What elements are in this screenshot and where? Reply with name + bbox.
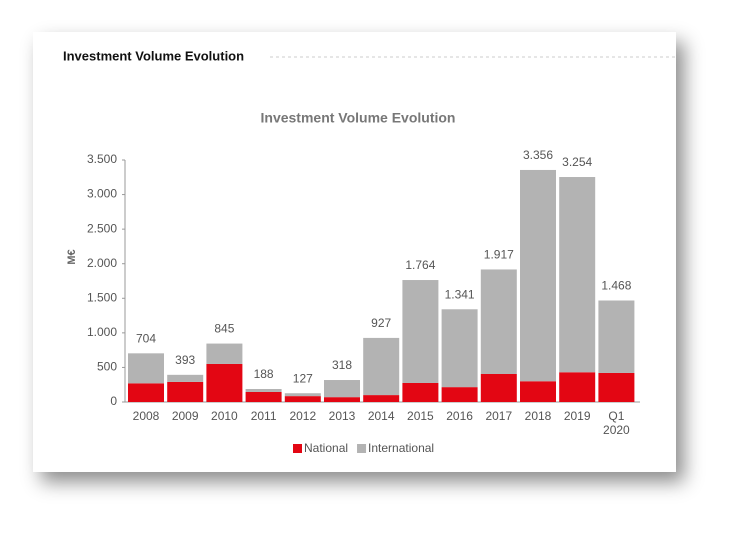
x-tick-label: 2017	[485, 409, 513, 423]
bar-segment	[402, 280, 439, 383]
bar-segment	[559, 177, 596, 373]
bar-segment	[598, 372, 635, 402]
total-label: 127	[293, 371, 313, 385]
bar-segment	[441, 309, 478, 388]
total-label: 318	[332, 358, 352, 372]
bar-segment	[167, 381, 204, 402]
x-tick-label: 2010	[211, 409, 238, 423]
bar-segment	[402, 382, 439, 402]
total-label: 188	[254, 367, 274, 381]
legend-label: National	[304, 441, 348, 455]
bar-segment	[284, 393, 321, 397]
total-label: 1.468	[601, 279, 631, 293]
bar-segment	[324, 380, 360, 398]
x-tick-label: Q1 2020	[603, 409, 630, 437]
x-tick-label: 2015	[407, 409, 434, 423]
bar-segment	[480, 269, 517, 374]
bar-segment	[167, 374, 204, 382]
y-tick-label: 500	[97, 360, 117, 374]
x-tick-label: 2014	[367, 409, 395, 423]
total-label: 927	[371, 316, 391, 330]
y-tick-label: 1.000	[87, 325, 117, 339]
header-title: Investment Volume Evolution	[63, 48, 244, 63]
bar-segment	[245, 391, 282, 402]
x-tick-label: 2009	[171, 409, 199, 423]
bar-segment	[245, 389, 282, 392]
x-tick-label: 2013	[328, 409, 356, 423]
chart-title: Investment Volume Evolution	[261, 110, 456, 126]
x-tick-label: 2012	[289, 409, 317, 423]
x-tick-label: 2018	[524, 409, 552, 423]
total-label: 3.356	[523, 148, 553, 162]
bar-segment	[598, 300, 635, 373]
bar-segment	[520, 169, 556, 382]
y-tick-label: 0	[110, 394, 117, 408]
y-tick-label: 3.500	[87, 152, 117, 166]
bar-segment	[520, 381, 556, 402]
total-label: 1.917	[484, 248, 514, 262]
y-tick-label: 3.000	[87, 187, 117, 201]
total-label: 704	[136, 331, 156, 345]
total-label: 393	[175, 353, 195, 367]
bar-segment	[559, 372, 596, 402]
bar-segment	[206, 363, 243, 402]
y-axis-label: M€	[66, 249, 78, 264]
x-tick-label: 2008	[132, 409, 160, 423]
bar-segment	[441, 387, 478, 402]
bar-segment	[206, 343, 243, 364]
x-tick-label: 2011	[250, 409, 277, 423]
y-tick-label: 2.000	[87, 256, 117, 270]
total-label: 3.254	[562, 155, 592, 169]
total-label: 1.341	[445, 287, 475, 301]
legend-swatch	[357, 444, 367, 453]
legend-swatch	[293, 444, 302, 453]
bar-segment	[480, 373, 517, 402]
x-tick-label: 2016	[446, 409, 473, 423]
bar-segment	[363, 337, 400, 396]
bar-segment	[363, 395, 400, 402]
bar-segment	[128, 353, 164, 384]
x-tick-label: 2019	[563, 409, 591, 423]
total-label: 1.764	[405, 258, 435, 272]
y-tick-label: 2.500	[87, 221, 117, 235]
bar-segment	[284, 396, 321, 402]
bar-segment	[324, 397, 360, 402]
bar-segment	[128, 383, 164, 402]
total-label: 845	[214, 322, 234, 336]
y-tick-label: 1.500	[87, 290, 117, 304]
legend-label: International	[368, 441, 434, 455]
